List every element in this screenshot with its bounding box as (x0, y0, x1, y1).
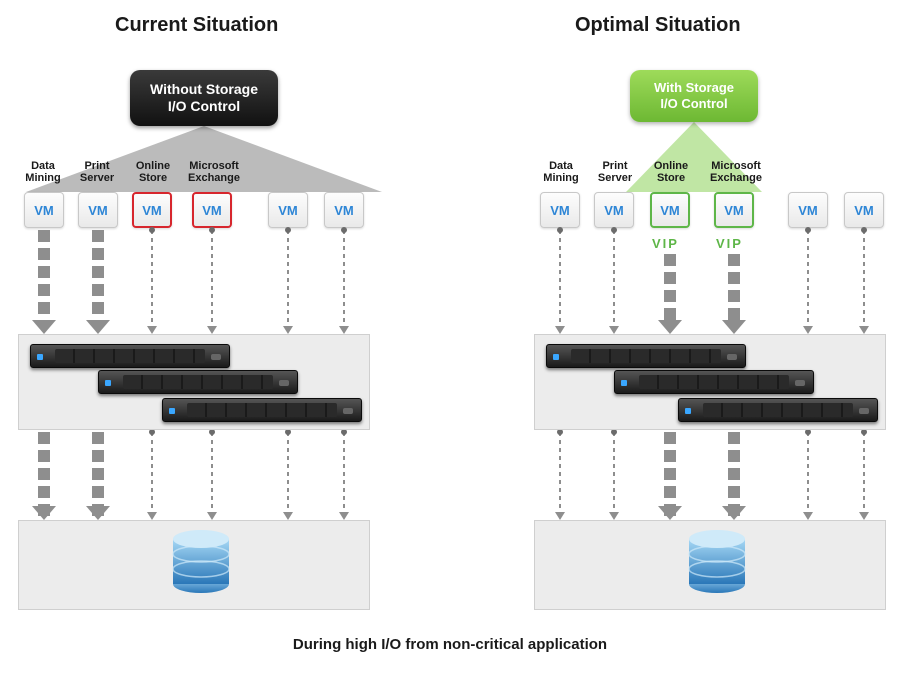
flow-arrow-thin (555, 227, 565, 334)
flow-arrow-thick (722, 432, 746, 520)
flow-arrow-thick (86, 432, 110, 520)
database-icon (686, 528, 748, 594)
server-icon (98, 370, 298, 394)
flow-arrow-thin (283, 429, 293, 520)
caption: During high I/O from non-critical applic… (0, 636, 900, 653)
flow-arrow-thick (722, 254, 746, 334)
flow-arrow-thin (339, 227, 349, 334)
flow-arrow-thin (283, 227, 293, 334)
server-icon (546, 344, 746, 368)
flow-arrow-thick (658, 432, 682, 520)
flow-arrow-thin (339, 429, 349, 520)
server-icon (678, 398, 878, 422)
flow-arrow-thick (32, 230, 56, 334)
flow-arrow-thin (859, 227, 869, 334)
flow-arrow-thin (609, 227, 619, 334)
server-icon (614, 370, 814, 394)
diagram-canvas: Current Situation Optimal Situation With… (0, 0, 900, 680)
flow-arrow-thin (803, 227, 813, 334)
flow-arrow-thin (803, 429, 813, 520)
flow-arrow-thin (207, 227, 217, 334)
flow-arrow-thin (147, 227, 157, 334)
server-icon (162, 398, 362, 422)
flow-arrow-thin (555, 429, 565, 520)
flow-arrow-thick (32, 432, 56, 520)
flow-arrow-thin (147, 429, 157, 520)
flow-arrow-thick (86, 230, 110, 334)
database-icon (170, 528, 232, 594)
flow-arrow-thin (207, 429, 217, 520)
flow-arrow-thick (658, 254, 682, 334)
server-icon (30, 344, 230, 368)
flow-arrow-thin (859, 429, 869, 520)
flow-arrow-thin (609, 429, 619, 520)
